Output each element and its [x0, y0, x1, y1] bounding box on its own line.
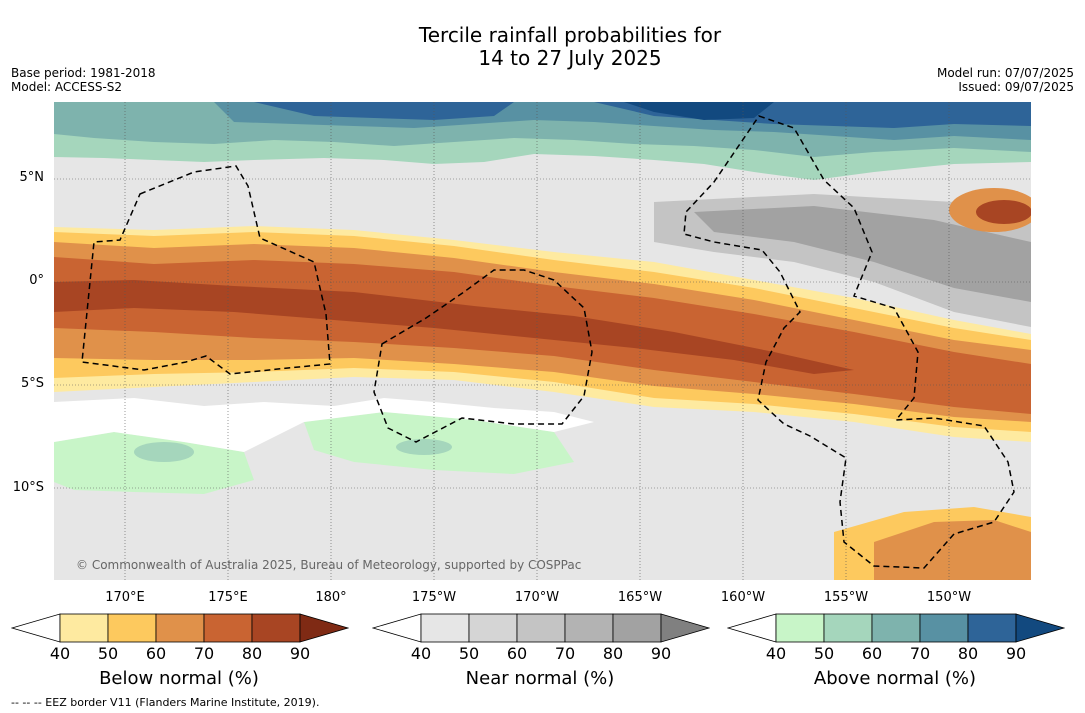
colorbar-segment: [564, 613, 614, 643]
colorbar-segment: [871, 613, 921, 643]
colorbar-tick-label: 80: [602, 644, 624, 663]
base-period: Base period: 1981-2018: [11, 66, 156, 80]
colorbar-segment: [203, 613, 253, 643]
colorbar-tick-label: 90: [1005, 644, 1027, 663]
colorbar-tick-label: 60: [861, 644, 883, 663]
eez-borders: [81, 115, 1015, 569]
colorbar-under-triangle: [11, 613, 61, 643]
colorbar-segment: [775, 613, 825, 643]
colorbar-tick-label: 90: [289, 644, 311, 663]
lat-label-0: 0°: [29, 273, 44, 288]
colorbar-2: [372, 613, 710, 643]
colorbar-tick-label: 60: [145, 644, 167, 663]
colorbar-segment: [823, 613, 873, 643]
rainfall-probability-map: [54, 102, 1031, 580]
colorbar-tick-label: 50: [458, 644, 480, 663]
lon-label-165w: 165°W: [617, 590, 663, 605]
above-normal-south-west-core: [134, 442, 194, 462]
colorbar-tick-label: 40: [765, 644, 787, 663]
colorbar-tick-label: 40: [410, 644, 432, 663]
colorbar-over-triangle: [299, 613, 349, 643]
colorbar-segment: [155, 613, 205, 643]
meta-left: Base period: 1981-2018 Model: ACCESS-S2: [11, 66, 156, 94]
lon-label-155w: 155°W: [823, 590, 869, 605]
colorbar-over-triangle: [660, 613, 710, 643]
lat-label-5n: 5°N: [19, 170, 45, 185]
map-canvas: [54, 102, 1031, 580]
colorbar-under-triangle: [372, 613, 422, 643]
issued-date: Issued: 09/07/2025: [958, 80, 1074, 94]
eez-footnote: -- -- -- EEZ border V11 (Flanders Marine…: [11, 696, 320, 709]
meta-right: Model run: 07/07/2025 Issued: 09/07/2025: [937, 66, 1074, 94]
above-normal-south-west: [54, 432, 254, 494]
colorbar-tick-label: 40: [49, 644, 71, 663]
colorbar-over-triangle: [1015, 613, 1065, 643]
colorbar-segment: [468, 613, 518, 643]
lon-label-180: 180°: [315, 590, 347, 605]
lat-label-5s: 5°S: [20, 376, 44, 391]
colorbar-tick-label: 50: [813, 644, 835, 663]
colorbar-segment: [919, 613, 969, 643]
model-run: Model run: 07/07/2025: [936, 66, 1074, 80]
copyright-text: © Commonwealth of Australia 2025, Bureau…: [76, 558, 582, 572]
near-normal-band-80: [694, 206, 1031, 302]
below-normal-se-60: [874, 520, 1031, 580]
colorbar-segment: [420, 613, 470, 643]
lon-label-150w: 150°W: [926, 590, 972, 605]
lon-label-175w: 175°W: [411, 590, 457, 605]
colorbar-tick-label: 60: [506, 644, 528, 663]
above-normal-north-80a: [254, 102, 514, 120]
colorbar-tick-label: 70: [554, 644, 576, 663]
no-signal-band: [54, 398, 594, 452]
map-title-line2: 14 to 27 July 2025: [478, 46, 662, 70]
lon-label-160w: 160°W: [720, 590, 766, 605]
lon-label-170e: 170°E: [105, 590, 145, 605]
colorbar-title: Below normal (%): [99, 668, 259, 689]
below-normal-ne-core: [976, 200, 1031, 224]
above-normal-north-90: [624, 102, 774, 120]
colorbar-tick-label: 50: [97, 644, 119, 663]
colorbar-title: Above normal (%): [813, 668, 977, 689]
colorbar-3: [727, 613, 1065, 643]
colorbar-segment: [612, 613, 662, 643]
colorbar-segment: [251, 613, 301, 643]
lat-label-10s: 10°S: [12, 480, 44, 495]
colorbar-tick-label: 80: [241, 644, 263, 663]
colorbar-tick-label: 70: [193, 644, 215, 663]
colorbar-tick-label: 70: [909, 644, 931, 663]
colorbar-segment: [107, 613, 157, 643]
lon-label-170w: 170°W: [514, 590, 560, 605]
below-normal-band-80: [54, 280, 854, 374]
colorbar-1: [11, 613, 349, 643]
colorbar-under-triangle: [727, 613, 777, 643]
map-title-line1: Tercile rainfall probabilities for: [418, 23, 722, 47]
lon-label-175e: 175°E: [208, 590, 248, 605]
graticule: [54, 102, 1031, 580]
colorbar-segment: [516, 613, 566, 643]
colorbar-tick-label: 90: [650, 644, 672, 663]
colorbar-tick-label: 80: [957, 644, 979, 663]
colorbar-title: Near normal (%): [465, 668, 615, 689]
model-name: Model: ACCESS-S2: [11, 80, 123, 94]
above-normal-south-central-core: [396, 439, 452, 455]
colorbar-segment: [59, 613, 109, 643]
colorbar-segment: [967, 613, 1017, 643]
